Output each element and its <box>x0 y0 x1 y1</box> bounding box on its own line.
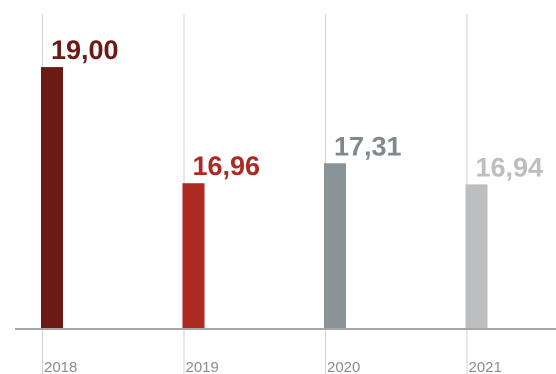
tick-label-2020: 2020 <box>327 359 360 374</box>
bar-2021 <box>465 184 488 329</box>
value-label-2021: 16,94 <box>476 152 544 182</box>
tick-label-2019: 2019 <box>186 359 219 374</box>
tick-label-2018: 2018 <box>44 359 77 374</box>
value-label-2020: 17,31 <box>334 131 402 161</box>
vertical-gridlines <box>42 14 468 374</box>
x-axis-ticks: 2018 2019 2020 2021 <box>44 359 502 374</box>
bar-2019 <box>182 183 205 329</box>
bar-2020 <box>324 163 346 329</box>
value-labels: 19,00 16,96 17,31 16,94 <box>51 35 543 182</box>
value-label-2019: 16,96 <box>193 151 261 181</box>
tick-label-2021: 2021 <box>469 359 502 374</box>
value-label-2018: 19,00 <box>51 35 119 65</box>
bar-2018 <box>41 67 63 329</box>
bars <box>41 67 488 329</box>
